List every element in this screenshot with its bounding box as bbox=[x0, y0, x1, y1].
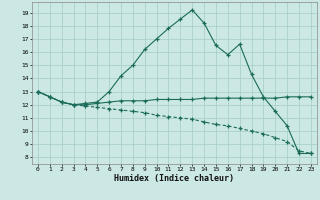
X-axis label: Humidex (Indice chaleur): Humidex (Indice chaleur) bbox=[115, 174, 234, 183]
